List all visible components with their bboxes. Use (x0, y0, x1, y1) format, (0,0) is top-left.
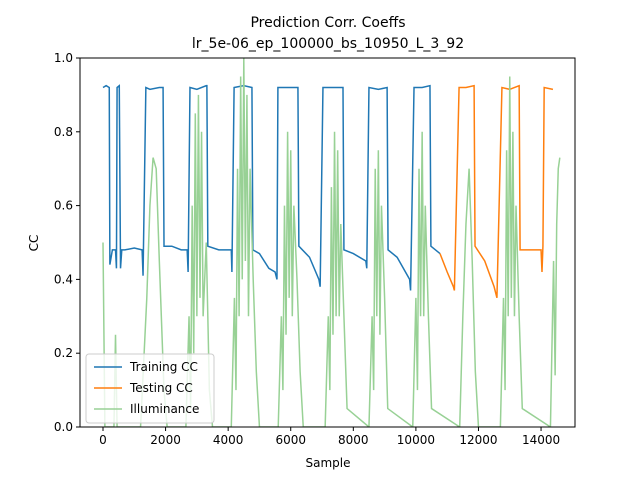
x-tick-label: 10000 (397, 433, 435, 447)
legend-label: Testing CC (129, 381, 193, 395)
series-line (102, 84, 441, 291)
chart-title: Prediction Corr. Coeffs (250, 15, 405, 31)
plot-frame (79, 57, 576, 428)
x-tick-label: 8000 (338, 433, 369, 447)
y-tick-label: 0.0 (54, 420, 73, 434)
legend-label: Training CC (129, 360, 198, 374)
y-tick-label: 1.0 (54, 51, 73, 65)
x-axis-label: Sample (306, 456, 351, 470)
x-tick-label: 0 (99, 433, 107, 447)
legend-label: Illuminance (130, 402, 199, 416)
series-line (102, 58, 561, 427)
x-tick-label: 4000 (213, 433, 244, 447)
x-tick-label: 12000 (459, 433, 497, 447)
y-axis-label: CC (27, 235, 41, 252)
y-tick-label: 0.2 (54, 346, 73, 360)
y-tick-label: 0.4 (54, 272, 73, 286)
x-tick-label: 14000 (522, 433, 560, 447)
series-line (439, 84, 554, 299)
x-tick-label: 6000 (275, 433, 306, 447)
legend-box (85, 353, 215, 424)
chart-subtitle: lr_5e-06_ep_100000_bs_10950_L_3_92 (192, 36, 464, 52)
y-tick-label: 0.6 (54, 199, 73, 213)
x-tick-label: 2000 (150, 433, 181, 447)
y-tick-label: 0.8 (54, 125, 73, 139)
